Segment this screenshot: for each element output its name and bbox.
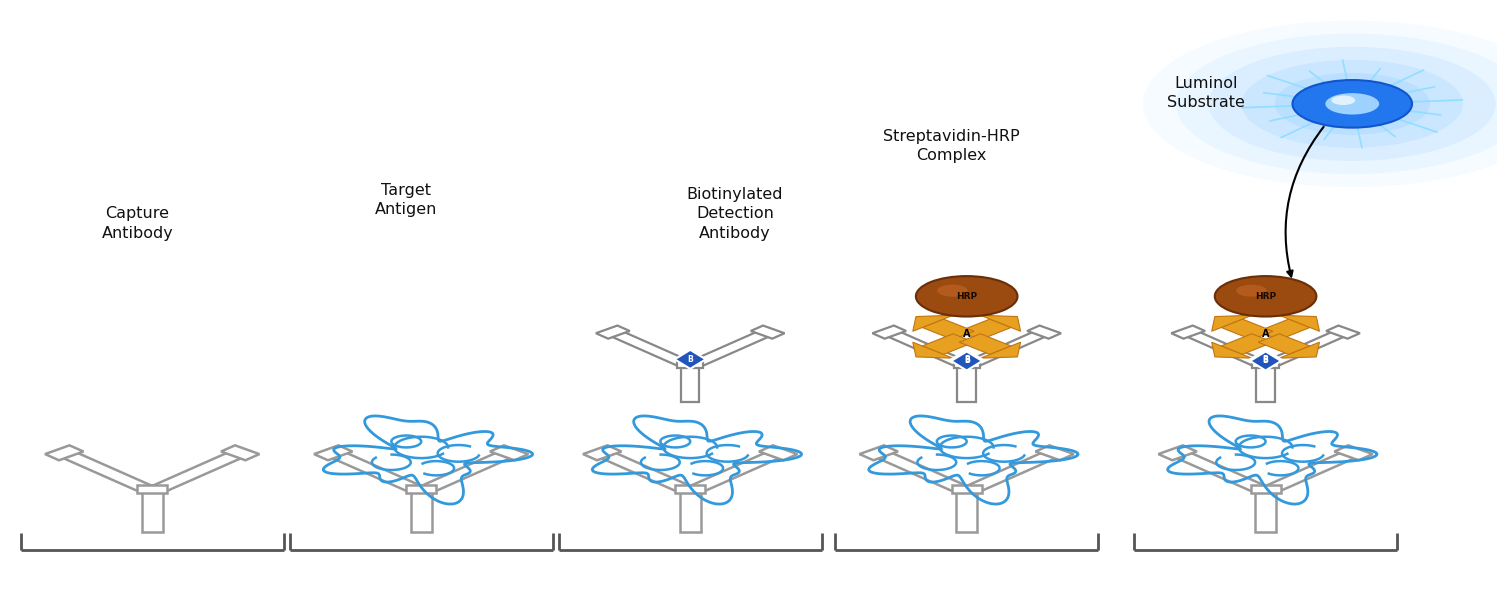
Text: B: B [687,355,693,364]
Polygon shape [1335,445,1372,460]
Polygon shape [960,319,1011,340]
Polygon shape [922,334,974,355]
Polygon shape [951,350,982,369]
Bar [1256,489,1276,532]
Text: A: A [963,329,970,339]
Bar [675,485,705,493]
Text: Capture
Antibody: Capture Antibody [102,206,172,241]
Polygon shape [1258,319,1310,340]
Text: Streptavidin-HRP
Complex: Streptavidin-HRP Complex [884,129,1020,163]
Circle shape [1275,73,1430,135]
Text: B: B [964,356,969,365]
Polygon shape [981,315,1020,331]
Polygon shape [675,350,706,369]
Polygon shape [688,450,786,491]
Polygon shape [326,450,423,491]
Polygon shape [1264,450,1360,491]
Polygon shape [1212,342,1252,358]
Polygon shape [859,445,898,460]
Bar [954,361,980,368]
Bar [1252,361,1278,368]
Polygon shape [220,445,260,460]
Circle shape [938,284,968,297]
Polygon shape [1028,326,1060,338]
Polygon shape [873,326,906,338]
Bar [951,485,981,493]
Circle shape [1332,95,1356,105]
Circle shape [916,276,1017,317]
Polygon shape [1158,445,1197,460]
Circle shape [1293,80,1412,128]
Text: B: B [1263,355,1269,364]
Polygon shape [1221,334,1274,355]
Polygon shape [914,315,952,331]
Polygon shape [922,319,974,340]
Polygon shape [420,450,516,491]
Polygon shape [966,330,1050,366]
Bar [680,489,700,532]
Circle shape [1326,93,1378,115]
Bar [138,485,166,493]
Polygon shape [759,445,798,460]
Circle shape [1209,47,1496,161]
Polygon shape [1280,315,1320,331]
Bar [676,361,703,368]
Polygon shape [596,326,630,338]
Polygon shape [596,450,692,491]
Polygon shape [1182,330,1266,366]
Text: B: B [964,355,969,364]
Polygon shape [981,342,1020,358]
Circle shape [1242,60,1462,148]
Polygon shape [1172,326,1204,338]
Bar [1251,485,1281,493]
Polygon shape [966,450,1062,491]
Text: A: A [1262,329,1269,339]
Polygon shape [490,445,528,460]
Circle shape [1176,34,1500,174]
Text: HRP: HRP [956,292,978,301]
Polygon shape [45,445,84,460]
Bar [411,489,432,532]
Bar [406,485,436,493]
Text: Biotinylated
Detection
Antibody: Biotinylated Detection Antibody [687,187,783,241]
Polygon shape [1035,445,1074,460]
Polygon shape [1212,315,1252,331]
Text: Luminol
Substrate: Luminol Substrate [1167,76,1245,110]
Polygon shape [1326,326,1360,338]
Bar [681,364,699,401]
Polygon shape [688,330,774,366]
Polygon shape [1250,352,1281,371]
Polygon shape [1258,334,1310,355]
Polygon shape [1264,330,1350,366]
Polygon shape [606,330,692,366]
Polygon shape [914,342,952,358]
Bar [956,489,976,532]
Polygon shape [1280,342,1320,358]
Polygon shape [57,450,153,491]
Text: B: B [1263,356,1269,365]
Polygon shape [1170,450,1268,491]
Bar [142,489,162,532]
Text: Target
Antigen: Target Antigen [375,182,438,217]
Polygon shape [1250,350,1281,369]
Circle shape [1236,284,1266,297]
Polygon shape [750,326,784,338]
Polygon shape [584,445,621,460]
Polygon shape [951,352,982,371]
Polygon shape [960,334,1011,355]
Circle shape [1215,276,1317,317]
Bar [957,364,976,401]
Polygon shape [884,330,968,366]
Bar [1257,364,1275,401]
Text: HRP: HRP [1256,292,1276,301]
Polygon shape [1221,319,1274,340]
Polygon shape [152,450,248,491]
Polygon shape [871,450,968,491]
Polygon shape [314,445,352,460]
